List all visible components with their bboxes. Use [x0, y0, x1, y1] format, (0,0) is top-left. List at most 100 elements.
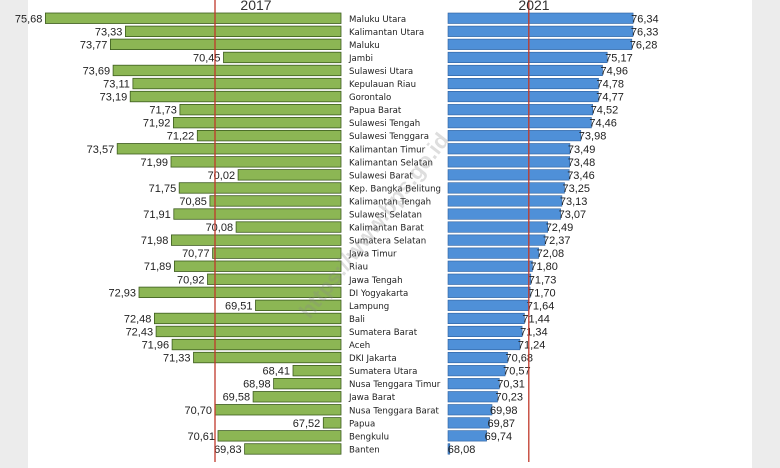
data-label-2017: 71,22	[167, 131, 195, 143]
data-label-2021: 76,28	[630, 39, 658, 51]
province-label: Gorontalo	[349, 93, 391, 103]
bar-2017	[235, 221, 342, 233]
data-label-2021: 71,24	[518, 340, 546, 352]
bar-2017	[116, 143, 342, 155]
bar-2021	[447, 221, 548, 233]
bar-2021	[447, 156, 570, 168]
bar-2021	[447, 286, 531, 298]
bar-2021	[447, 299, 530, 311]
data-label-2017: 73,69	[83, 66, 111, 78]
bar-2021	[447, 351, 508, 364]
province-label: Sumatera Utara	[349, 367, 417, 377]
data-label-2021: 68,08	[448, 444, 476, 456]
province-label: Kalimantan Tengah	[349, 198, 431, 208]
data-label-2021: 74,52	[591, 105, 619, 117]
bar-2017	[244, 443, 342, 455]
bar-2017	[255, 299, 342, 312]
bar-2021	[447, 234, 546, 246]
bar-2021	[447, 143, 571, 155]
data-label-2017: 71,73	[149, 105, 177, 117]
data-label-2017: 71,33	[163, 353, 191, 365]
province-label: Sulawesi Barat	[349, 171, 413, 181]
bar-2017	[170, 234, 342, 246]
bar-2021	[447, 430, 487, 442]
bar-2017	[110, 38, 342, 50]
bar-2017	[45, 12, 342, 24]
data-label-2017: 71,98	[141, 235, 169, 247]
bar-2017	[196, 129, 342, 142]
data-label-2017: 69,58	[223, 392, 251, 404]
province-label: Sulawesi Selatan	[349, 211, 422, 221]
province-label: Bengkulu	[349, 432, 389, 442]
data-label-2017: 70,02	[208, 170, 236, 182]
bar-2021	[447, 130, 582, 142]
data-label-2021: 74,46	[589, 118, 617, 130]
data-label-2021: 74,77	[596, 92, 624, 104]
bar-2017	[129, 90, 342, 103]
bar-2017	[178, 182, 342, 194]
bar-2021	[447, 195, 563, 207]
province-label: Jawa Barat	[348, 393, 396, 403]
province-label: Kalimantan Timur	[349, 145, 426, 155]
data-label-2017: 69,83	[214, 444, 242, 456]
bar-2017	[209, 195, 342, 207]
data-label-2021: 73,49	[568, 144, 596, 156]
bar-2017	[173, 260, 342, 272]
data-label-2017: 72,93	[108, 287, 136, 299]
province-label: Banten	[349, 445, 380, 455]
data-label-2017: 71,92	[143, 118, 171, 130]
bar-2021	[447, 104, 593, 116]
data-label-2021: 73,46	[567, 170, 595, 182]
province-label: Bali	[349, 315, 365, 325]
bar-2017	[217, 430, 342, 442]
province-label: Kalimantan Selatan	[349, 158, 433, 168]
data-label-2017: 71,91	[143, 209, 171, 221]
bar-2021	[447, 51, 608, 64]
bar-2017	[173, 208, 342, 220]
bar-2017	[170, 156, 342, 168]
bar-2017	[292, 364, 342, 377]
bar-2021	[447, 365, 506, 377]
data-label-2021: 69,98	[490, 405, 518, 417]
data-label-2021: 72,37	[543, 235, 571, 247]
data-label-2021: 70,68	[506, 353, 534, 365]
data-label-2021: 71,70	[528, 287, 556, 299]
series-title-2021: 2021	[518, 0, 549, 13]
data-label-2017: 73,19	[100, 92, 128, 104]
bar-2021	[447, 182, 565, 194]
data-label-2021: 69,74	[485, 431, 513, 443]
data-label-2021: 70,23	[496, 392, 524, 404]
bar-2017	[153, 312, 342, 325]
bar-2021	[447, 417, 490, 429]
data-label-2021: 71,44	[522, 313, 550, 325]
province-label: Aceh	[349, 341, 370, 351]
province-label: Sulawesi Utara	[349, 67, 413, 77]
data-label-2021: 71,34	[520, 327, 548, 339]
data-label-2017: 71,75	[149, 183, 177, 195]
data-label-2017: 70,92	[177, 274, 205, 286]
data-label-2021: 72,49	[546, 222, 574, 234]
data-label-2021: 71,73	[529, 274, 557, 286]
bar-2021	[447, 391, 498, 403]
bar-2021	[447, 12, 634, 24]
data-label-2017: 75,68	[15, 13, 43, 25]
province-label: Papua	[349, 419, 375, 429]
bar-2021	[447, 325, 523, 338]
province-label: Jawa Tengah	[348, 276, 403, 286]
bar-2021	[447, 38, 633, 50]
bar-2021	[447, 443, 451, 455]
bar-2021	[447, 117, 592, 129]
bar-2021	[447, 338, 521, 351]
bar-2017	[179, 104, 342, 116]
bar-2021	[447, 404, 493, 416]
bar-2017	[237, 169, 342, 181]
bar-2021	[447, 91, 599, 103]
bar-2021	[447, 260, 533, 272]
data-label-2021: 69,87	[488, 418, 516, 430]
province-label: Sumatera Selatan	[349, 237, 426, 247]
data-label-2017: 73,77	[80, 39, 108, 51]
data-label-2017: 70,85	[179, 196, 207, 208]
data-label-2017: 72,48	[124, 313, 152, 325]
